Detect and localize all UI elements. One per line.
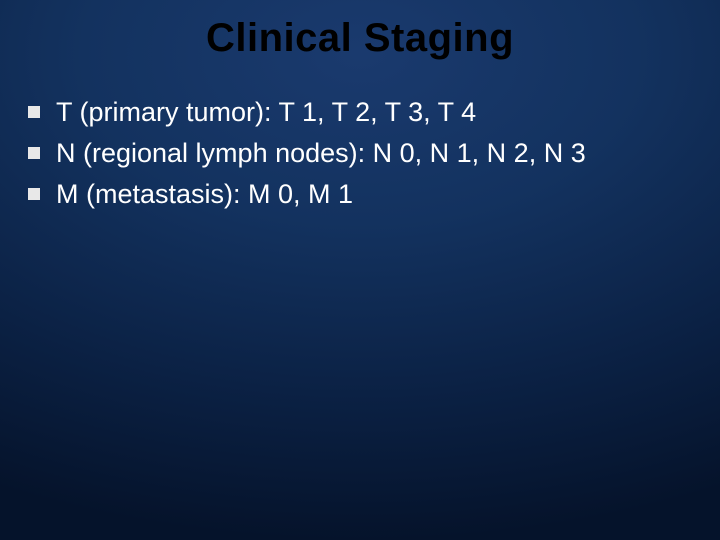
slide-title: Clinical Staging bbox=[0, 0, 720, 61]
slide-body: T (primary tumor): T 1, T 2, T 3, T 4 N … bbox=[0, 61, 720, 212]
square-bullet-icon bbox=[28, 188, 40, 200]
square-bullet-icon bbox=[28, 147, 40, 159]
bullet-text: M (metastasis): M 0, M 1 bbox=[56, 177, 353, 212]
bullet-text: T (primary tumor): T 1, T 2, T 3, T 4 bbox=[56, 95, 476, 130]
slide: Clinical Staging T (primary tumor): T 1,… bbox=[0, 0, 720, 540]
bullet-item: N (regional lymph nodes): N 0, N 1, N 2,… bbox=[28, 136, 692, 171]
bullet-text: N (regional lymph nodes): N 0, N 1, N 2,… bbox=[56, 136, 586, 171]
bullet-item: M (metastasis): M 0, M 1 bbox=[28, 177, 692, 212]
square-bullet-icon bbox=[28, 106, 40, 118]
bullet-item: T (primary tumor): T 1, T 2, T 3, T 4 bbox=[28, 95, 692, 130]
